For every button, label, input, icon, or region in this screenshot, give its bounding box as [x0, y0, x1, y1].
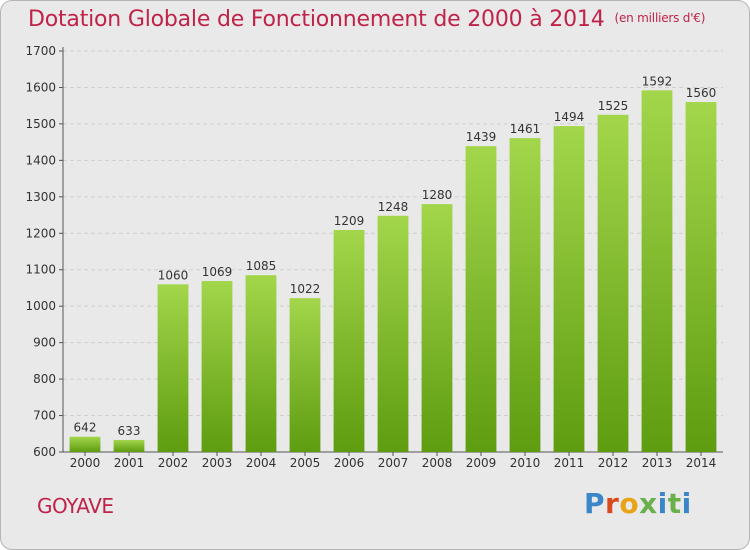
data-label-2008: 1280: [422, 188, 453, 202]
data-label-2013: 1592: [642, 74, 673, 88]
x-tick-label-2014: 2014: [686, 456, 717, 470]
data-label-2002: 1060: [158, 268, 189, 282]
x-tick-label-2009: 2009: [466, 456, 497, 470]
data-label-2006: 1209: [334, 214, 365, 228]
chart-title-text: Dotation Globale de Fonctionnement de 20…: [28, 7, 605, 32]
data-label-2014: 1560: [686, 86, 717, 100]
y-tick-label: 900: [33, 336, 56, 350]
label-layer: 642 633 1060 1069 1085 1022 1209 1248 1280 1439 14…: [74, 74, 717, 438]
bar-2011: [553, 126, 585, 452]
y-tick-label: 1600: [25, 80, 56, 94]
data-label-2007: 1248: [378, 200, 409, 214]
data-label-2003: 1069: [202, 265, 233, 279]
bar-2004: [245, 275, 277, 452]
bar-2014: [685, 102, 717, 452]
bar-2000: [69, 436, 101, 452]
x-tick-label-2010: 2010: [510, 456, 541, 470]
x-tick-label-2003: 2003: [202, 456, 233, 470]
logo-letter: t: [667, 487, 682, 520]
bar-2007: [377, 215, 409, 452]
x-tick-label-2001: 2001: [114, 456, 145, 470]
x-tick-label-2012: 2012: [598, 456, 629, 470]
data-label-2005: 1022: [290, 282, 321, 296]
logo-letter: r: [605, 487, 620, 520]
y-tick-label: 1000: [25, 299, 56, 313]
x-tick-label-2002: 2002: [158, 456, 189, 470]
data-label-2011: 1494: [554, 110, 585, 124]
bar-2008: [421, 204, 453, 452]
chart-unit-label: (en milliers d'€): [614, 11, 706, 25]
x-tick-label-2004: 2004: [246, 456, 277, 470]
x-tick-label-2000: 2000: [70, 456, 101, 470]
x-tick-label-2006: 2006: [334, 456, 365, 470]
bar-layer: [69, 90, 717, 453]
y-tick-label: 600: [33, 445, 56, 459]
bar-2012: [597, 114, 629, 452]
y-tick-label: 700: [33, 409, 56, 423]
commune-name: GOYAVE: [37, 494, 114, 518]
y-tick-label: 1300: [25, 190, 56, 204]
bar-2009: [465, 146, 497, 452]
proxiti-logo: Proxiti: [584, 487, 692, 520]
logo-letter: i: [681, 487, 692, 520]
bar-2002: [157, 284, 189, 452]
y-tick-label: 800: [33, 372, 56, 386]
y-tick-label: 1200: [25, 226, 56, 240]
x-tick-label-2007: 2007: [378, 456, 409, 470]
logo-letter: o: [619, 487, 640, 520]
x-tick-label-2005: 2005: [290, 456, 321, 470]
data-label-2009: 1439: [466, 130, 497, 144]
data-label-2000: 642: [74, 421, 97, 435]
bar-2013: [641, 90, 673, 452]
bar-2001: [113, 439, 145, 452]
y-tick-label: 1100: [25, 263, 56, 277]
data-label-2010: 1461: [510, 122, 541, 136]
x-tick-label-2013: 2013: [642, 456, 673, 470]
logo-letter: i: [657, 487, 668, 520]
bar-2005: [289, 298, 321, 452]
logo-letter: P: [584, 487, 606, 520]
y-tick-label: 1400: [25, 153, 56, 167]
bar-2003: [201, 281, 233, 452]
data-label-2001: 633: [118, 424, 141, 438]
logo-letter: x: [639, 487, 658, 520]
y-tick-label: 1700: [25, 44, 56, 58]
bar-2006: [333, 229, 365, 452]
bar-2010: [509, 138, 541, 453]
chart-title: Dotation Globale de Fonctionnement de 20…: [28, 7, 705, 32]
x-tick-label-2008: 2008: [422, 456, 453, 470]
y-tick-label: 1500: [25, 117, 56, 131]
axis-layer: 600 700 800 900 1000 1100 1200 1300 1400 1500 1600…: [25, 44, 723, 470]
data-label-2012: 1525: [598, 99, 629, 113]
data-label-2004: 1085: [246, 259, 277, 273]
x-tick-label-2011: 2011: [554, 456, 585, 470]
